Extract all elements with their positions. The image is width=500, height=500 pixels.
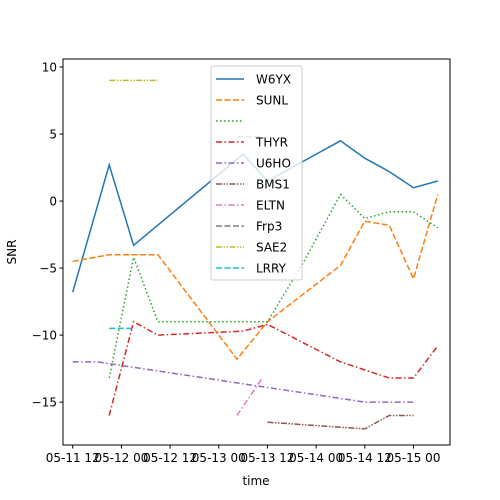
legend: W6YX SUNL THYR U6HO BMS1 ELTN Frp3 SAE2 LRRY xyxy=(210,65,303,281)
legend-items: W6YX SUNL THYR U6HO BMS1 ELTN Frp3 SAE2 LRRY xyxy=(216,73,291,276)
legend-label: W6YX xyxy=(256,73,291,87)
legend-label: SAE2 xyxy=(256,241,287,255)
legend-label: U6HO xyxy=(256,157,291,171)
legend-label: SUNL xyxy=(256,94,288,108)
y-tick-label: 10 xyxy=(42,61,57,75)
x-tick-label: 05-13 00 xyxy=(192,451,246,465)
legend-label: THYR xyxy=(255,136,288,150)
series-line-sunl xyxy=(72,194,439,361)
series-line-u6ho xyxy=(72,361,414,403)
legend-label: Frp3 xyxy=(256,220,282,234)
series-line-thyr xyxy=(108,320,439,416)
y-tick-label: −10 xyxy=(32,329,57,343)
legend-label: BMS1 xyxy=(256,178,290,192)
x-tick-label: 05-11 12 xyxy=(46,451,100,465)
y-tick-label: −5 xyxy=(39,262,57,276)
series-line-w6yx xyxy=(71,139,438,293)
x-tick-label: 05-14 00 xyxy=(289,451,343,465)
x-axis-label: time xyxy=(242,474,269,488)
series-line-unnamed-2 xyxy=(108,193,439,379)
y-tick-label: 5 xyxy=(49,128,57,142)
y-axis-label: SNR xyxy=(5,240,19,265)
legend-label: ELTN xyxy=(256,199,285,213)
x-tick-label: 05-14 12 xyxy=(338,451,392,465)
x-tick-label: 05-15 00 xyxy=(387,451,441,465)
x-tick-label: 05-12 00 xyxy=(94,451,148,465)
x-tick-label: 05-12 12 xyxy=(143,451,197,465)
x-tick-label: 05-13 12 xyxy=(240,451,294,465)
plot-frame xyxy=(62,58,451,446)
y-tick-label: 0 xyxy=(49,195,57,209)
y-tick-label: −15 xyxy=(32,396,57,410)
y-axis-ticks: 10 5 0 −5 −10 −15 xyxy=(32,61,63,410)
series-line-eltn xyxy=(236,378,263,416)
legend-label: LRRY xyxy=(256,262,287,276)
series-line-bms1 xyxy=(267,414,414,430)
